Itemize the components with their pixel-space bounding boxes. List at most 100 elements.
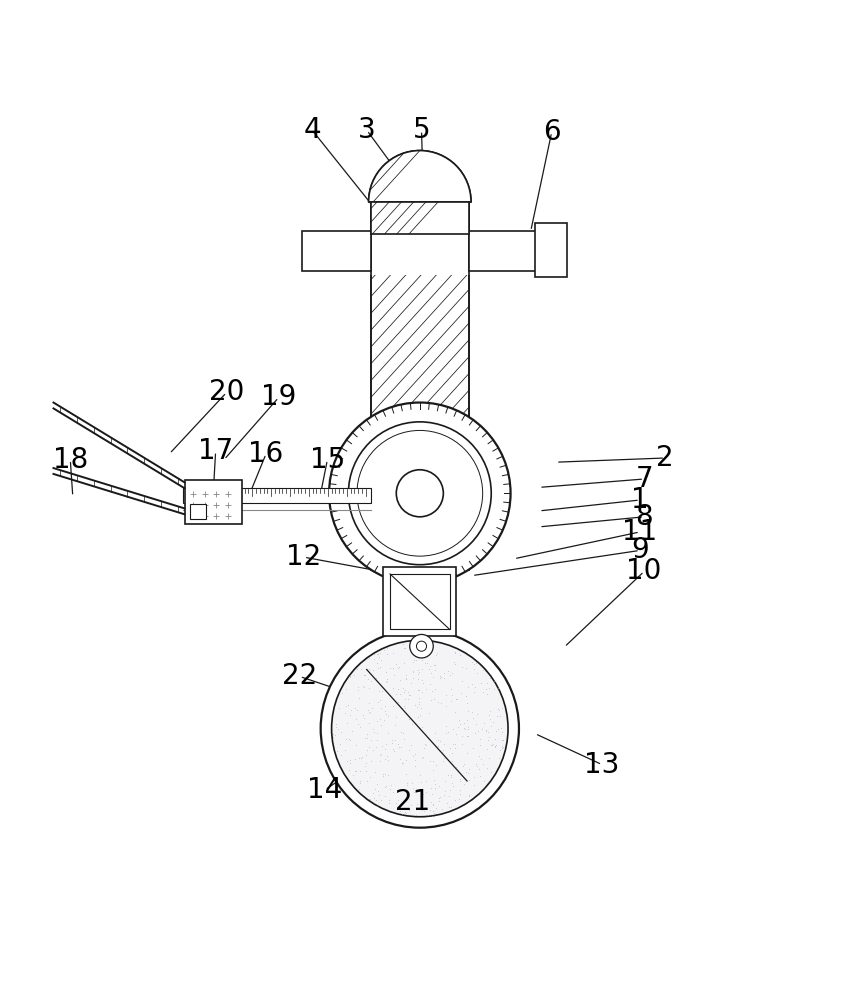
Point xyxy=(373,787,386,803)
Point xyxy=(344,702,357,718)
Point xyxy=(453,782,466,798)
Point xyxy=(497,739,510,755)
Point xyxy=(372,683,385,699)
Text: 10: 10 xyxy=(626,557,662,585)
Point xyxy=(443,740,457,756)
Point xyxy=(457,756,470,772)
Point xyxy=(443,799,456,815)
Point xyxy=(379,788,392,804)
Point xyxy=(488,739,502,755)
Bar xyxy=(371,483,469,570)
Point xyxy=(366,662,379,678)
Point xyxy=(373,753,387,769)
Point xyxy=(465,704,479,720)
Point xyxy=(373,711,386,727)
Point xyxy=(426,669,439,685)
Point xyxy=(343,707,357,723)
Point xyxy=(340,715,353,731)
Point xyxy=(408,697,422,713)
Point xyxy=(468,725,481,741)
Point xyxy=(394,803,407,819)
Point xyxy=(373,692,387,708)
Point xyxy=(466,710,480,726)
Point xyxy=(463,772,476,788)
Point xyxy=(330,743,344,759)
Point xyxy=(372,660,385,676)
Point xyxy=(369,739,383,755)
Text: 1: 1 xyxy=(631,486,649,514)
Point xyxy=(336,685,349,701)
Text: 13: 13 xyxy=(584,751,620,779)
Point xyxy=(401,684,415,700)
Text: 20: 20 xyxy=(209,378,244,406)
Point xyxy=(360,661,373,677)
Point xyxy=(450,691,464,707)
Point xyxy=(428,725,442,741)
Point xyxy=(448,740,462,756)
Point xyxy=(412,696,426,712)
Point xyxy=(380,640,394,656)
Point xyxy=(353,775,367,791)
Point xyxy=(436,753,449,769)
Point xyxy=(462,761,475,777)
Point xyxy=(380,673,394,689)
Point xyxy=(454,685,467,701)
Point xyxy=(356,707,369,723)
Point xyxy=(419,655,432,671)
Point xyxy=(381,708,395,724)
Point xyxy=(462,679,475,695)
Point xyxy=(393,739,406,755)
Point xyxy=(370,713,384,729)
Point xyxy=(438,787,451,803)
Point xyxy=(353,763,367,779)
Point xyxy=(379,664,392,680)
Point xyxy=(425,808,438,824)
Point xyxy=(362,661,375,677)
Point xyxy=(416,749,430,765)
Point xyxy=(343,755,357,771)
Point xyxy=(410,796,423,812)
Point xyxy=(379,674,393,690)
Point xyxy=(411,671,425,687)
Point xyxy=(486,714,500,730)
Point xyxy=(406,670,420,686)
Point xyxy=(434,695,448,711)
Point xyxy=(443,693,457,709)
Point xyxy=(353,773,367,789)
Point xyxy=(368,781,382,797)
Point xyxy=(460,712,474,728)
Point xyxy=(430,645,443,661)
Point xyxy=(367,721,380,737)
Point xyxy=(429,647,443,663)
Point xyxy=(425,794,438,810)
Text: 22: 22 xyxy=(282,662,317,690)
Point xyxy=(395,700,409,716)
Point xyxy=(490,737,503,753)
Point xyxy=(415,652,428,668)
Point xyxy=(411,662,425,678)
Point xyxy=(495,740,508,756)
Point xyxy=(417,740,431,756)
Point xyxy=(439,698,453,714)
Point xyxy=(427,797,440,813)
Point xyxy=(360,747,373,763)
Point xyxy=(449,691,463,707)
Point xyxy=(329,716,342,732)
Text: 17: 17 xyxy=(198,437,234,465)
Point xyxy=(410,699,423,715)
Circle shape xyxy=(329,403,511,584)
Point xyxy=(413,707,427,723)
Point xyxy=(390,799,404,815)
Point xyxy=(432,738,445,754)
Point xyxy=(362,739,375,755)
Point xyxy=(396,680,410,696)
Point xyxy=(369,792,383,808)
Point xyxy=(419,784,432,800)
Point xyxy=(407,784,421,800)
Point xyxy=(448,654,461,670)
Point xyxy=(396,725,410,741)
Point xyxy=(488,731,502,747)
Point xyxy=(398,691,411,707)
Point xyxy=(395,755,409,771)
Point xyxy=(387,784,400,800)
